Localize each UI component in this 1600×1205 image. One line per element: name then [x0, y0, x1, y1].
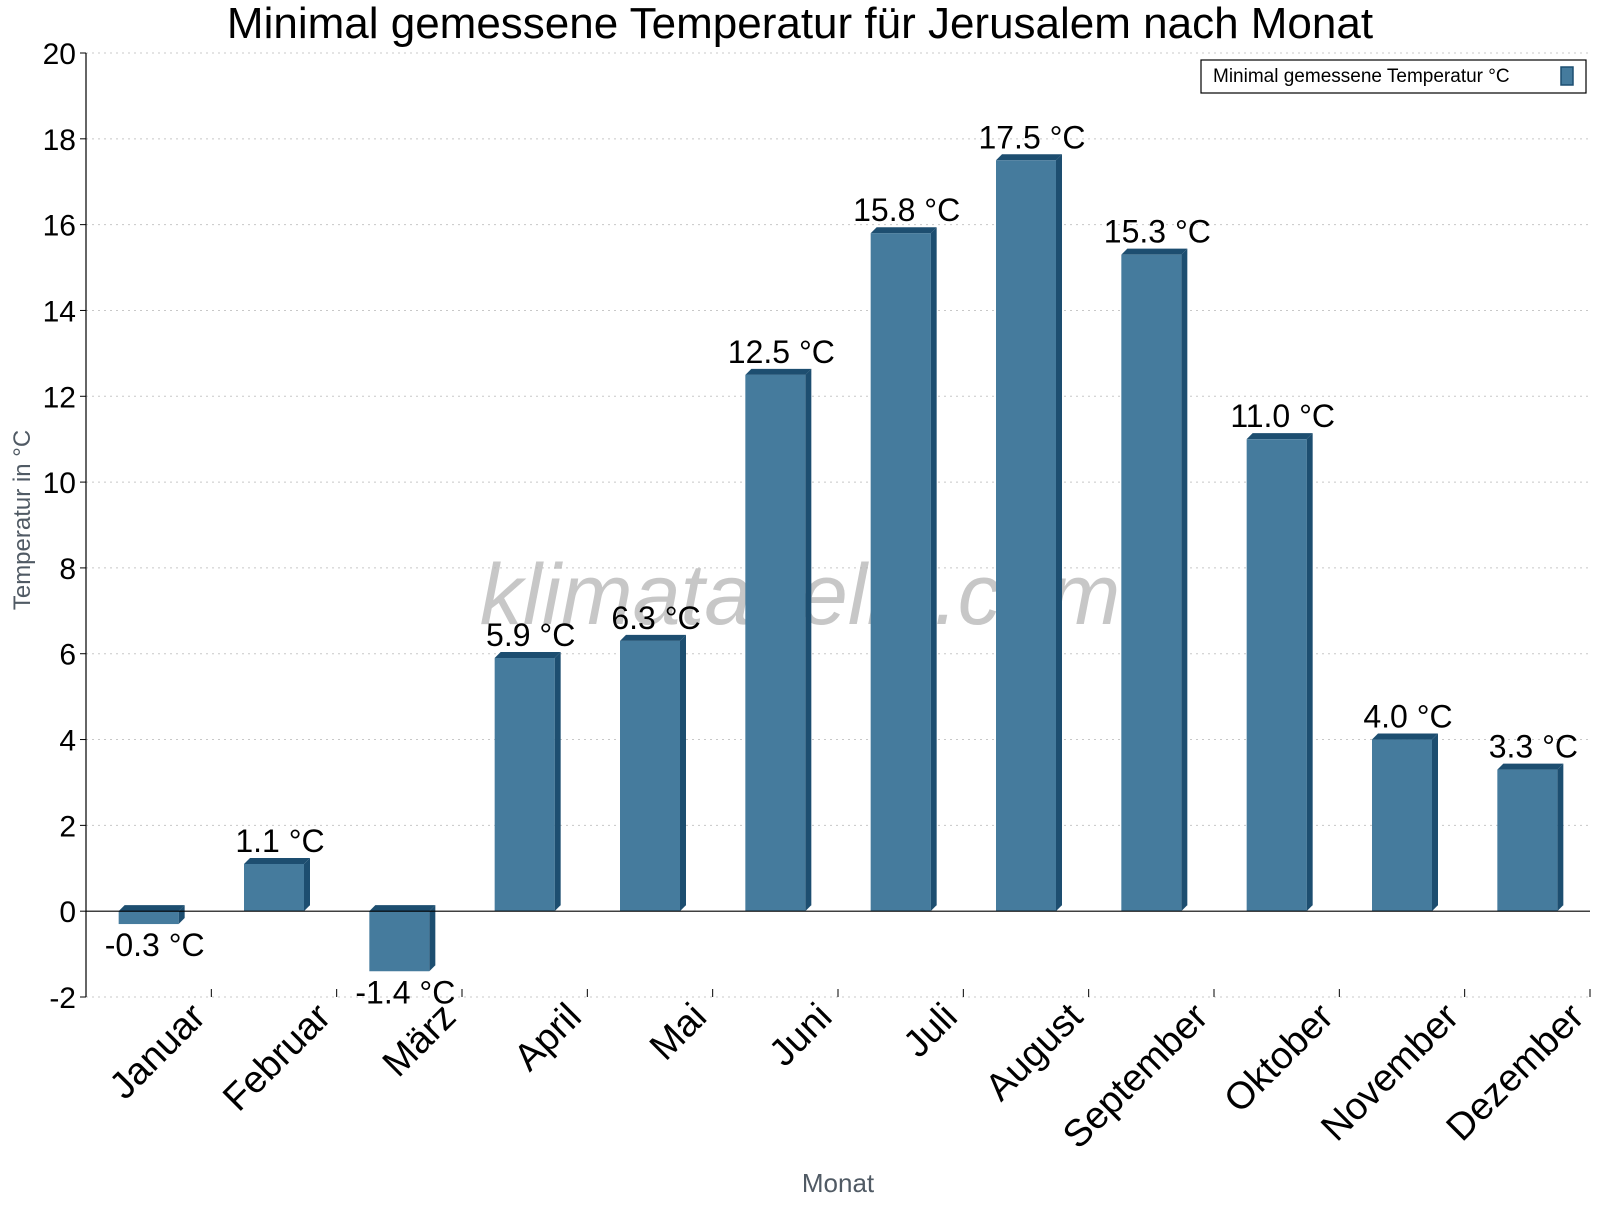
bar-top	[870, 227, 937, 234]
y-tick-label: 20	[43, 38, 76, 71]
chart-title: Minimal gemessene Temperatur für Jerusal…	[227, 0, 1373, 48]
y-tick-label: 10	[43, 467, 76, 500]
data-label: 5.9 °C	[486, 617, 575, 653]
bar-side	[304, 857, 310, 912]
bar	[369, 911, 430, 972]
bar-side	[680, 634, 686, 912]
y-axis-label: Temperatur in °C	[9, 430, 36, 610]
bar	[996, 160, 1056, 912]
x-tick-label: Mai	[642, 996, 715, 1069]
data-label: 3.3 °C	[1489, 729, 1578, 765]
bar-februar	[244, 857, 310, 912]
data-labels: -0.3 °C 1.1 °C -1.4 °C 5.9 °C 6.3 °C 12.5 °C 1…	[105, 119, 1578, 1010]
bar-september	[1121, 248, 1188, 912]
x-tick-label: Februar	[215, 995, 339, 1119]
bar-side	[1432, 733, 1438, 912]
bar-januar	[118, 905, 185, 925]
data-label: 11.0 °C	[1230, 398, 1335, 434]
bar	[244, 863, 304, 912]
data-label: 15.3 °C	[1104, 214, 1211, 250]
x-tick-label: Juli	[896, 996, 966, 1066]
bar-dezember	[1497, 763, 1564, 912]
y-tick-label: 2	[59, 810, 76, 843]
data-label: 6.3 °C	[611, 600, 700, 636]
bar-oktober	[1246, 433, 1313, 912]
x-tick-label: August	[978, 995, 1092, 1109]
bar-top	[1497, 763, 1564, 770]
y-tick-label: 4	[59, 725, 76, 758]
bar	[1246, 439, 1307, 912]
y-tick-label: 14	[43, 295, 76, 328]
x-axis-label: Monat	[802, 1168, 875, 1198]
y-tick-label: 6	[59, 639, 76, 672]
bar-top	[369, 905, 436, 912]
bar-top	[494, 652, 561, 659]
bar-top	[996, 154, 1062, 161]
bar-juli	[870, 227, 937, 912]
data-label: -1.4 °C	[355, 974, 455, 1010]
bar-juni	[745, 368, 812, 912]
bar-side	[805, 368, 812, 912]
bar-top	[1121, 248, 1188, 255]
bars	[118, 154, 1564, 972]
y-tick-label: 18	[43, 124, 76, 157]
y-tick-label: 8	[59, 553, 76, 586]
bar-side	[178, 905, 185, 925]
bar-top	[1372, 733, 1438, 740]
bar	[870, 233, 931, 912]
data-label: 17.5 °C	[978, 119, 1085, 155]
bar	[1372, 739, 1432, 912]
bar-august	[996, 154, 1062, 912]
bar-april	[494, 652, 561, 912]
bar-top	[244, 857, 310, 864]
bar-top	[745, 368, 812, 375]
bar-side	[1181, 248, 1188, 912]
data-label: -0.3 °C	[105, 927, 205, 963]
bar-top	[1246, 433, 1313, 440]
bar	[1497, 769, 1558, 912]
legend-box	[1200, 59, 1587, 94]
bar-side	[1056, 154, 1062, 912]
x-tick-label: Juni	[761, 996, 840, 1075]
y-tick-label: 0	[59, 896, 76, 929]
x-tick-label: April	[506, 996, 589, 1079]
legend: Minimal gemessene Temperatur °C	[1200, 59, 1587, 94]
bar	[620, 640, 680, 912]
data-label: 4.0 °C	[1363, 699, 1452, 735]
data-label: 1.1 °C	[235, 823, 324, 859]
bar-mai	[620, 634, 686, 912]
bar-top	[620, 634, 686, 641]
data-label: 15.8 °C	[853, 192, 960, 228]
y-tick-label: 12	[43, 381, 76, 414]
legend-swatch	[1560, 66, 1574, 86]
y-tick-label: -2	[49, 982, 76, 1015]
data-label: 12.5 °C	[728, 334, 835, 370]
bar	[494, 658, 555, 912]
y-tick-label: 16	[43, 210, 76, 243]
bar-side	[554, 652, 561, 912]
bar-side	[1557, 763, 1564, 912]
bar-side	[930, 227, 937, 912]
bar	[118, 911, 179, 925]
bar-side	[1306, 433, 1313, 912]
x-tick-label: Dezember	[1439, 995, 1593, 1149]
bar-side	[429, 905, 436, 972]
legend-label: Minimal gemessene Temperatur °C	[1213, 66, 1510, 87]
bar	[1121, 254, 1182, 912]
bar-märz	[369, 905, 436, 972]
bar	[745, 374, 806, 912]
x-tick-label: Januar	[102, 995, 214, 1107]
bar-november	[1372, 733, 1438, 912]
bar-top	[118, 905, 185, 912]
x-tick-label: Oktober	[1216, 995, 1342, 1121]
